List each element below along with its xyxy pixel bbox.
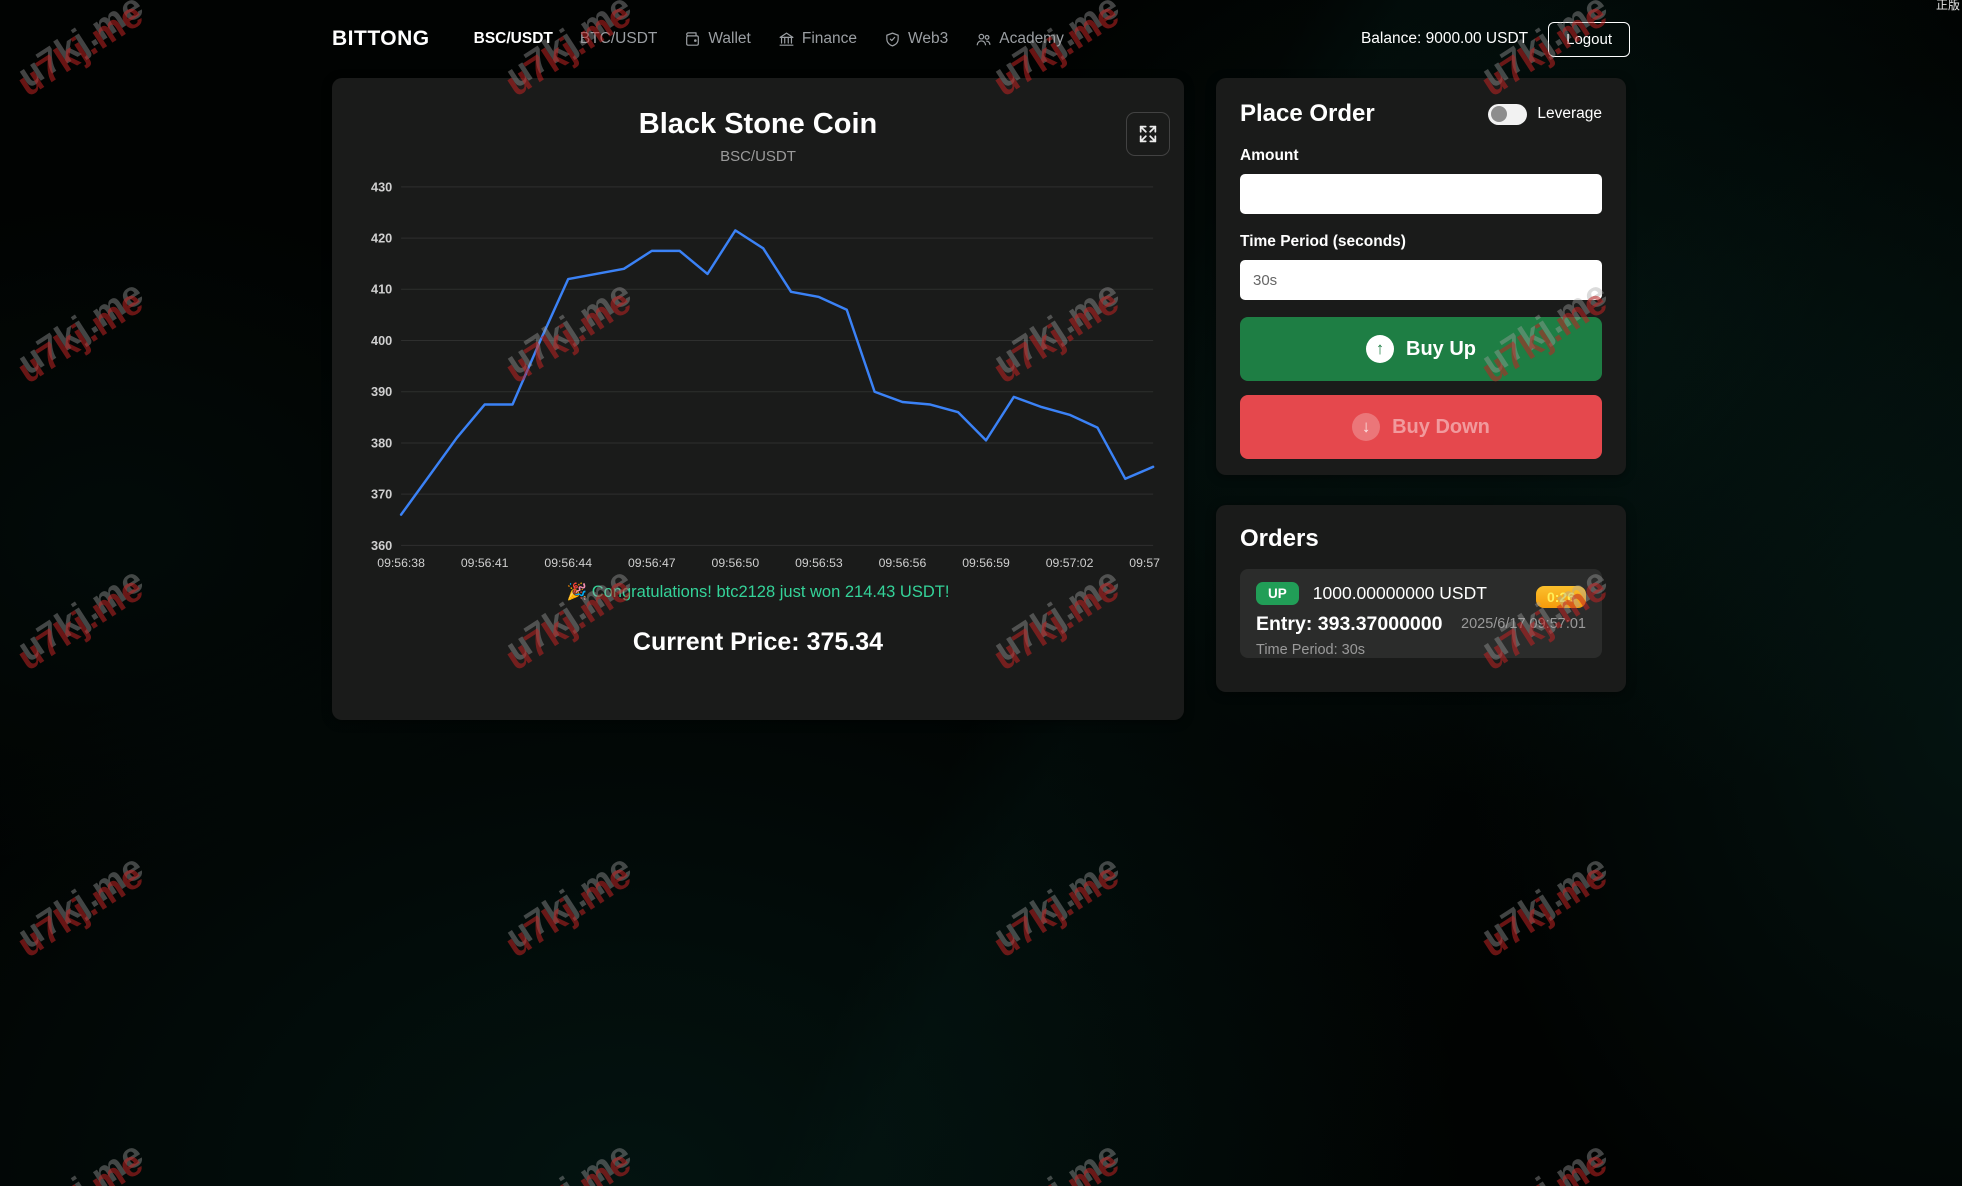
svg-text:09:56:50: 09:56:50 (712, 556, 760, 570)
buy-up-button[interactable]: ↑ Buy Up (1240, 317, 1602, 381)
chart-subtitle: BSC/USDT (720, 148, 796, 165)
svg-text:09:57:02: 09:57:02 (1046, 556, 1094, 570)
svg-text:380: 380 (371, 435, 392, 450)
chart-card: Black Stone Coin BSC/USDT 360 370 380 390 40… (332, 78, 1184, 720)
nav-btc-usdt[interactable]: BTC/USDT (579, 30, 658, 47)
countdown-badge: 0:26 (1535, 586, 1586, 608)
svg-text:420: 420 (371, 230, 392, 245)
corner-tag: 正版 (1935, 0, 1960, 12)
leverage-control[interactable]: Leverage (1488, 103, 1602, 125)
leverage-toggle[interactable] (1488, 103, 1528, 125)
watermark-text: u7kj.me (1473, 853, 1615, 966)
expand-icon (1139, 125, 1157, 143)
amount-input[interactable] (1240, 174, 1602, 214)
current-price-label: Current Price: (632, 628, 800, 656)
watermark-text: u7kj.me (9, 566, 151, 679)
nav-label: Web3 (908, 30, 949, 47)
nav-finance[interactable]: Finance (778, 30, 857, 48)
nav-academy[interactable]: Academy (975, 30, 1064, 48)
buy-down-button[interactable]: ↓ Buy Down (1240, 395, 1602, 459)
nav-label: Finance (801, 30, 858, 47)
svg-text:360: 360 (371, 538, 392, 553)
time-period-label: Time Period (seconds) (1240, 233, 1406, 250)
arrow-down-icon: ↓ (1352, 413, 1381, 441)
nav-web3[interactable]: Web3 (884, 30, 948, 48)
buy-up-label: Buy Up (1406, 337, 1476, 360)
svg-text:09:56:59: 09:56:59 (962, 556, 1010, 570)
bank-icon (778, 31, 795, 48)
brand-logo[interactable]: BITTONG (332, 27, 430, 50)
orders-panel: Orders UP 1000.00000000 USDT Entry: 393.… (1216, 505, 1626, 692)
watermark-text: u7kj.me (10, 1141, 151, 1186)
place-order-title: Place Order (1240, 100, 1375, 127)
party-popper-icon: 🎉 (566, 583, 588, 601)
logout-button[interactable]: Logout (1548, 21, 1630, 57)
amount-label: Amount (1240, 147, 1299, 164)
congrats-banner: 🎉 Congratulations! btc2128 just won 214.… (356, 583, 1160, 602)
buy-down-label: Buy Down (1392, 415, 1490, 438)
time-period-input[interactable] (1240, 260, 1602, 300)
svg-text:09:56:56: 09:56:56 (879, 556, 927, 570)
order-timestamp: 2025/6/17 09:57:01 (1461, 616, 1586, 632)
svg-text:410: 410 (371, 282, 392, 297)
shield-icon (884, 31, 901, 48)
chart-title: Black Stone Coin (638, 108, 878, 140)
users-icon (975, 31, 992, 48)
watermark-text: u7kj.me (985, 853, 1127, 966)
leverage-label: Leverage (1537, 105, 1602, 122)
svg-text:09:56:41: 09:56:41 (461, 556, 509, 570)
watermark-text: u7kj.me (498, 1141, 639, 1186)
arrow-up-icon: ↑ (1366, 335, 1394, 363)
watermark-text: u7kj.me (1474, 1141, 1615, 1186)
nav-label: Academy (999, 30, 1064, 47)
svg-text:400: 400 (371, 333, 392, 348)
svg-text:09:57:05: 09:57:05 (1129, 556, 1160, 570)
svg-text:09:56:38: 09:56:38 (377, 556, 425, 570)
svg-text:09:56:53: 09:56:53 (795, 556, 843, 570)
nav-label: Wallet (708, 30, 751, 47)
order-time-period: Time Period: 30s (1256, 642, 1366, 658)
watermark-text: u7kj.me (497, 853, 639, 966)
svg-text:390: 390 (371, 384, 392, 399)
order-entry: Entry: 393.37000000 (1256, 613, 1443, 635)
svg-text:09:56:47: 09:56:47 (628, 556, 676, 570)
watermark-text: u7kj.me (9, 853, 151, 966)
main-nav: BSC/USDT BTC/USDT Wallet Finance Web3 (474, 30, 1064, 48)
order-item: UP 1000.00000000 USDT Entry: 393.3700000… (1240, 569, 1602, 658)
watermark-text: u7kj.me (986, 1141, 1127, 1186)
fullscreen-button[interactable] (1126, 112, 1170, 156)
header: BITTONG BSC/USDT BTC/USDT Wallet Finance (332, 0, 1630, 78)
watermark-text: u7kj.me (9, 0, 151, 105)
wallet-icon (684, 31, 701, 48)
nav-wallet[interactable]: Wallet (684, 30, 751, 48)
balance-text: Balance: 9000.00 USDT (1360, 30, 1529, 47)
svg-text:430: 430 (371, 179, 392, 194)
watermark-text: u7kj.me (9, 279, 151, 392)
nav-bsc-usdt[interactable]: BSC/USDT (473, 30, 553, 47)
order-amount: 1000.00000000 USDT (1312, 583, 1487, 603)
svg-text:370: 370 (371, 487, 392, 502)
direction-badge: UP (1256, 582, 1299, 605)
current-price-value: 375.34 (806, 628, 884, 656)
orders-title: Orders (1240, 525, 1319, 552)
price-chart: 360 370 380 390 400 410 420 430 09:56:38 09:56:41… (371, 179, 1160, 570)
toggle-knob (1491, 106, 1508, 122)
place-order-panel: Place Order Leverage Amount Time Period … (1216, 78, 1626, 475)
svg-text:09:56:44: 09:56:44 (544, 556, 592, 570)
current-price: Current Price: 375.34 (356, 628, 1160, 657)
congrats-text: Congratulations! btc2128 just won 214.43… (591, 583, 950, 601)
